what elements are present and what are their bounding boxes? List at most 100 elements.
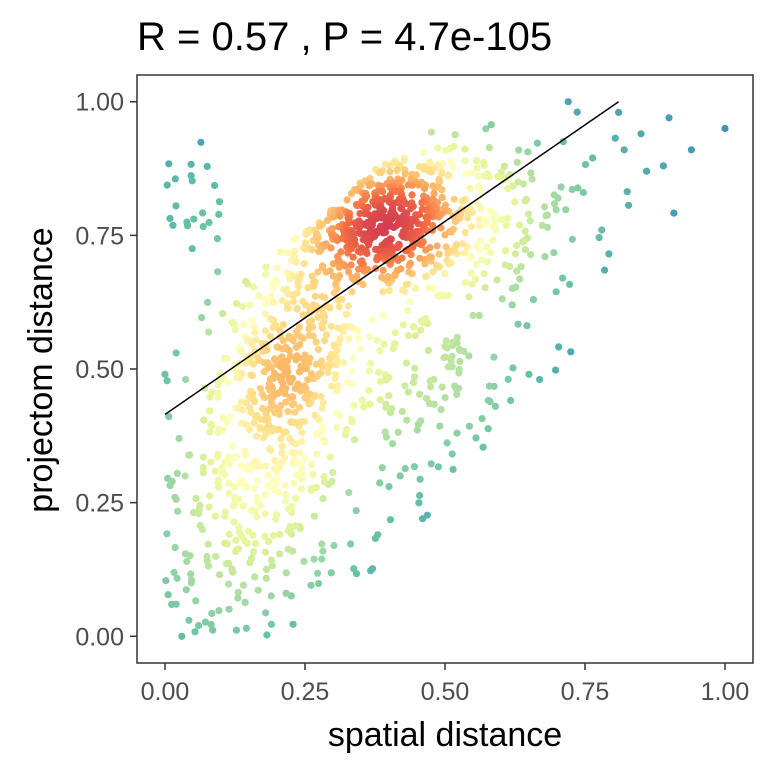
scatter-point [327,322,335,330]
scatter-point [183,218,191,226]
scatter-point [186,451,194,459]
scatter-point [163,530,171,538]
scatter-point [523,322,531,330]
scatter-point [172,600,180,608]
scatter-point [438,383,446,391]
scatter-point [171,175,179,183]
scatter-point [226,460,234,468]
scatter-point [472,434,480,442]
scatter-point [319,398,327,407]
chart-title: R = 0.57 , P = 4.7e-105 [137,15,552,59]
scatter-point [206,428,214,436]
scatter-point [239,581,247,589]
scatter-point [343,378,351,386]
scatter-point [344,302,352,310]
scatter-point [297,418,305,426]
scatter-point [467,269,475,277]
scatter-point [292,343,300,351]
scatter-point [385,483,393,491]
scatter-point [487,121,495,129]
scatter-point [218,426,226,434]
scatter-point [182,375,190,384]
scatter-point [285,434,294,442]
scatter-point [205,218,213,227]
scatter-point [186,552,194,560]
scatter-point [234,594,242,602]
scatter-point [399,286,407,294]
scatter-point [161,370,169,378]
scatter-point [262,565,271,574]
scatter-point [305,318,313,326]
scatter-point [426,158,434,166]
scatter-point [435,178,443,186]
scatter-point [325,354,334,362]
scatter-point [517,263,525,271]
scatter-point [511,198,519,206]
scatter-point [175,434,183,442]
scatter-point [333,423,341,432]
scatter-point [214,268,222,276]
scatter-point [509,364,517,372]
scatter-point [434,144,442,152]
scatter-point [335,303,343,311]
scatter-point [300,382,309,390]
scatter-point [443,256,451,264]
scatter-point [268,384,276,392]
scatter-point [278,296,286,305]
scatter-point [231,325,239,333]
scatter-point [480,270,488,278]
scatter-point [211,512,219,520]
scatter-point [461,229,469,237]
scatter-point [349,253,357,261]
scatter-point [334,324,342,332]
y-tick-label: 0.00 [75,623,124,651]
scatter-point [406,297,414,305]
scatter-point [309,470,317,478]
scatter-point [515,146,523,154]
scatter-point [442,243,450,251]
scatter-point [312,360,320,368]
scatter-point [228,442,236,450]
scatter-point [235,523,243,532]
scatter-point [595,234,603,242]
scatter-point [318,324,327,332]
scatter-point [516,275,524,283]
scatter-point [395,240,403,248]
regression-line-path [164,101,620,416]
scatter-point [349,354,357,362]
scatter-point [203,162,211,170]
scatter-point [444,249,452,257]
scatter-point [308,484,316,492]
scatter-point [321,478,329,486]
scatter-point [493,276,501,284]
scatter-point [385,392,393,400]
scatter-point [310,555,318,563]
scatter-point [248,506,256,514]
scatter-point [237,462,245,470]
scatter-point [347,190,355,198]
scatter-point [460,249,468,257]
scatter-point [211,467,219,475]
scatter-point [453,250,461,258]
scatter-point [557,183,565,191]
scatter-point [581,160,590,169]
scatter-point [199,463,207,471]
scatter-point [455,345,463,353]
scatter-point [444,172,452,180]
scatter-point [199,453,207,461]
scatter-point [365,333,374,341]
scatter-point [343,426,351,434]
scatter-point [284,408,292,416]
scatter-point [489,213,497,221]
scatter-point [281,481,289,489]
scatter-point [567,348,575,356]
scatter-point [293,289,301,297]
scatter-point [402,359,411,367]
scatter-point [436,291,444,299]
scatter-point [404,388,412,396]
scatter-point [327,244,335,252]
scatter-point [330,213,338,221]
scatter-point [358,244,366,252]
scatter-point [277,435,285,443]
